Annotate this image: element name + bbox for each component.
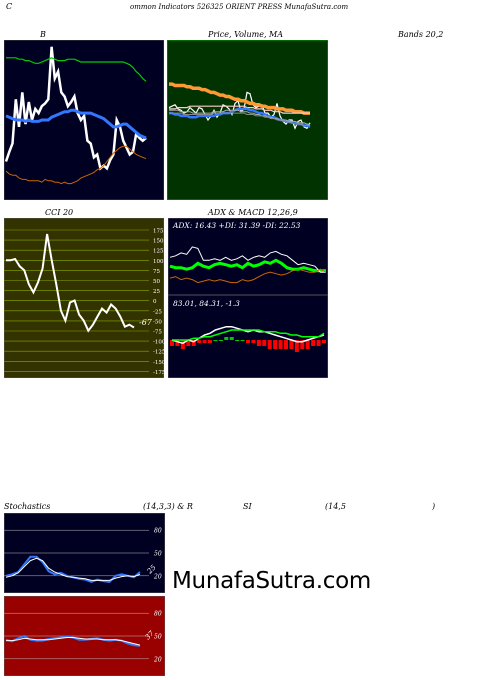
- cci-tick-label: -125: [153, 350, 164, 356]
- stoch-label: Stochastics: [4, 502, 51, 511]
- rsi-tick-label: 80: [154, 611, 162, 618]
- close-paren-label: ): [432, 502, 436, 511]
- rsi-params-label: (14,5: [325, 502, 346, 511]
- cci-last-value: -67: [139, 318, 153, 327]
- adx-macd-chart: ADX: 16.43 +DI: 31.39 -DI: 22.53 83.01, …: [168, 218, 328, 378]
- adx-series-2: [169, 268, 327, 284]
- bollinger-chart: [4, 40, 164, 200]
- cci-tick-label: 0: [153, 299, 157, 305]
- adx-series-0: [169, 258, 326, 273]
- macd-histogram-bar: [229, 337, 234, 340]
- cci-series-0: [6, 233, 135, 333]
- stochastics-series-1: [5, 557, 141, 581]
- macd-histogram-bar: [294, 340, 299, 352]
- macd-histogram-bar: [311, 340, 316, 346]
- macd-histogram-bar: [305, 340, 310, 349]
- adx-macd-label: ADX & MACD 12,26,9: [208, 208, 298, 217]
- price-ma-chart: [167, 40, 328, 200]
- macd-histogram-bar: [213, 340, 218, 341]
- bollinger-series-0: [4, 46, 147, 171]
- macd-histogram-bar: [170, 340, 174, 346]
- bollinger-label: B: [40, 30, 46, 39]
- page-title: ommon Indicators 526325 ORIENT PRESS Mun…: [130, 3, 349, 11]
- macd-histogram-bar: [240, 340, 245, 341]
- macd-histogram-bar: [186, 340, 191, 346]
- cci-tick-label: -75: [153, 330, 162, 336]
- bands-label: Bands 20,2: [398, 30, 444, 39]
- macd-histogram-bar: [246, 340, 250, 343]
- price_volume_ma-series-5: [169, 112, 310, 126]
- macd-histogram-bar: [224, 337, 229, 340]
- macd-histogram-bar: [273, 340, 278, 349]
- macd-histogram-bar: [256, 340, 261, 346]
- stoch-tick-label: 50: [154, 551, 162, 558]
- cci-chart: 175 150 125 100 75 50 25 0 -25 -50 -75 -100 -125 -150…: [4, 218, 164, 378]
- macd-series-1: [172, 329, 325, 341]
- macd-histogram-bar: [251, 340, 256, 343]
- cci-tick-label: -100: [153, 340, 164, 346]
- watermark: MunafaSutra.com: [172, 568, 371, 594]
- macd-histogram-bar: [322, 340, 326, 343]
- macd-histogram-bar: [175, 340, 180, 346]
- cci-tick-label: 125: [153, 249, 164, 255]
- price_volume_ma-series-4: [169, 109, 310, 125]
- cci-label: CCI 20: [45, 208, 74, 217]
- cci-tick-label: 175: [153, 229, 164, 235]
- cci-tick-label: 150: [153, 239, 164, 245]
- rsi-tick-label: 50: [154, 634, 162, 641]
- cci-tick-label: 25: [153, 289, 160, 295]
- cci-tick-label: -25: [153, 309, 162, 315]
- stoch-tick-label: 80: [154, 528, 162, 535]
- stoch-params-label: (14,3,3) & R: [143, 502, 193, 511]
- price_volume_ma-series-1: [169, 82, 310, 115]
- macd-histogram-bar: [289, 340, 294, 349]
- cci-tick-label: -50: [153, 319, 162, 325]
- macd-series-0: [171, 325, 325, 345]
- macd-histogram-bar: [316, 340, 321, 346]
- cci-tick-label: -150: [153, 360, 164, 366]
- bollinger-series-1: [6, 57, 147, 82]
- macd-histogram-bar: [180, 340, 185, 349]
- macd-histogram-bar: [218, 340, 223, 341]
- macd-histogram-bar: [300, 340, 305, 349]
- rsi-label: SI: [243, 502, 252, 511]
- price_volume_ma-series-2: [169, 105, 310, 114]
- bollinger-series-2: [5, 108, 147, 140]
- macd-histogram-bar: [262, 340, 267, 346]
- adx-values: ADX: 16.43 +DI: 31.39 -DI: 22.53: [172, 221, 301, 230]
- header-c-letter: C: [6, 2, 13, 11]
- cci-tick-label: -175: [153, 370, 164, 376]
- macd-histogram-bar: [284, 340, 288, 349]
- price-ma-label: Price, Volume, MA: [208, 30, 284, 39]
- stoch-tick-label: 20: [153, 573, 162, 580]
- macd-histogram-bar: [267, 340, 272, 349]
- rsi-tick-label: 20: [153, 656, 162, 663]
- rsi-series-1: [6, 637, 141, 646]
- cci-tick-label: 100: [153, 259, 164, 265]
- macd-histogram-bar: [208, 340, 212, 343]
- macd-values: 83.01, 84.31, -1.3: [173, 299, 240, 308]
- adx-series-1: [169, 246, 326, 273]
- macd-histogram-bar: [235, 340, 240, 341]
- cci-tick-label: 50: [153, 279, 160, 285]
- cci-tick-label: 75: [153, 269, 160, 275]
- macd-histogram-bar: [278, 340, 283, 349]
- macd-histogram-bar: [191, 340, 196, 346]
- macd-histogram-bar: [197, 340, 202, 343]
- macd-histogram-bar: [202, 340, 207, 343]
- bollinger-series-3: [5, 145, 147, 185]
